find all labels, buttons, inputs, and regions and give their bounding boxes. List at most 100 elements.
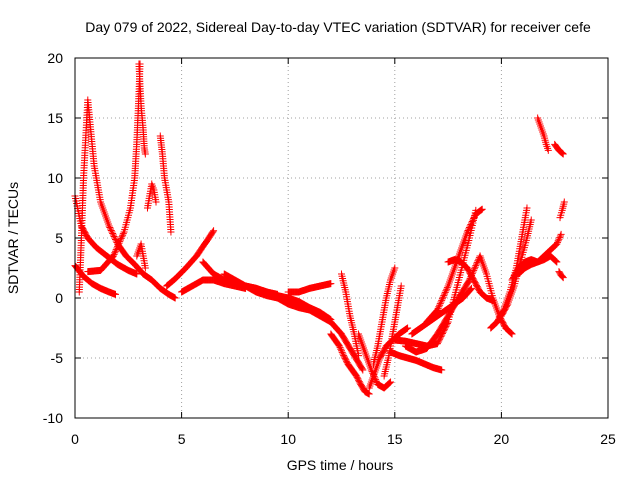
data-point — [442, 322, 450, 330]
y-tick-label: -5 — [51, 350, 64, 366]
series-track-26 — [423, 205, 486, 326]
series-track-18 — [355, 330, 395, 392]
data-point — [387, 378, 395, 386]
y-tick-label: 10 — [47, 170, 63, 186]
y-axis-title: SDTVAR / TECUs — [5, 182, 21, 294]
data-point — [117, 234, 125, 242]
data-point — [441, 325, 449, 333]
data-point — [110, 250, 118, 258]
data-point — [503, 301, 511, 309]
data-point — [114, 242, 122, 250]
data-point — [551, 257, 559, 265]
data-point — [391, 264, 399, 272]
data-point — [560, 198, 568, 206]
data-point — [527, 216, 535, 224]
y-tick-label: 5 — [55, 230, 63, 246]
x-tick-label: 25 — [600, 431, 616, 447]
data-point — [133, 270, 141, 278]
series-track-22 — [387, 348, 446, 374]
data-point — [553, 240, 561, 248]
data-point — [470, 213, 478, 221]
data-point — [210, 227, 218, 235]
series-track-20 — [369, 264, 399, 368]
y-tick-label: 20 — [47, 50, 63, 66]
data-points — [71, 60, 568, 398]
data-point — [468, 284, 476, 292]
data-point — [111, 249, 119, 257]
data-point — [118, 233, 126, 241]
data-point — [463, 228, 471, 236]
data-point — [440, 292, 448, 300]
axis-ticks: 0 5 10 15 20 25 -10 -5 0 5 10 15 20 — [43, 50, 616, 447]
series-track-35 — [555, 268, 567, 282]
data-point — [559, 149, 567, 157]
data-point — [441, 290, 449, 298]
data-point — [114, 241, 122, 249]
data-point — [467, 285, 475, 293]
data-point — [327, 280, 335, 288]
data-point — [109, 231, 117, 239]
data-point — [105, 222, 113, 230]
data-point — [434, 338, 442, 346]
data-point — [443, 319, 451, 327]
data-point — [439, 328, 447, 336]
data-point — [358, 365, 366, 373]
data-point — [441, 288, 449, 296]
data-point — [478, 206, 486, 214]
data-point — [438, 330, 446, 338]
data-point — [339, 350, 347, 358]
data-point — [436, 300, 444, 308]
data-point — [107, 227, 115, 234]
series-track-17 — [327, 330, 373, 398]
data-point — [112, 246, 120, 254]
data-point — [112, 290, 120, 298]
data-point — [478, 205, 486, 213]
data-point — [335, 342, 343, 350]
data-point — [477, 206, 485, 214]
data-point — [554, 237, 562, 245]
data-point — [437, 332, 445, 340]
data-point — [171, 294, 179, 302]
data-point — [559, 150, 567, 158]
data-point — [442, 287, 450, 295]
data-point — [111, 234, 119, 242]
data-point — [338, 347, 345, 355]
series-track-02 — [75, 96, 179, 302]
data-point — [433, 306, 441, 314]
data-point — [443, 321, 451, 329]
series-track-06 — [133, 240, 149, 272]
data-point — [434, 304, 442, 312]
data-point — [465, 224, 473, 231]
data-point — [209, 228, 217, 236]
series-track-09 — [163, 227, 218, 290]
data-point — [467, 221, 475, 228]
data-point — [110, 233, 118, 240]
series-track-08 — [156, 132, 175, 236]
data-point — [553, 258, 561, 266]
data-point — [523, 204, 531, 212]
data-point — [337, 345, 345, 353]
data-point — [115, 239, 123, 247]
series-track-07 — [143, 180, 160, 212]
data-point — [544, 146, 552, 154]
data-point — [141, 264, 149, 272]
data-point — [555, 235, 563, 243]
data-point — [468, 219, 476, 227]
data-point — [112, 247, 120, 255]
series-track-34 — [551, 140, 567, 158]
data-point — [359, 366, 367, 374]
data-point — [438, 366, 446, 374]
data-point — [436, 334, 444, 342]
y-tick-label: 15 — [47, 110, 63, 126]
series-track-32 — [514, 230, 565, 278]
data-point — [365, 390, 373, 398]
data-point — [436, 335, 444, 343]
series-track-03 — [71, 262, 120, 298]
data-point — [438, 295, 446, 303]
x-tick-label: 5 — [178, 431, 186, 447]
data-point — [109, 252, 117, 260]
series-track-36 — [556, 198, 568, 222]
data-point — [437, 298, 445, 306]
data-point — [470, 265, 478, 273]
